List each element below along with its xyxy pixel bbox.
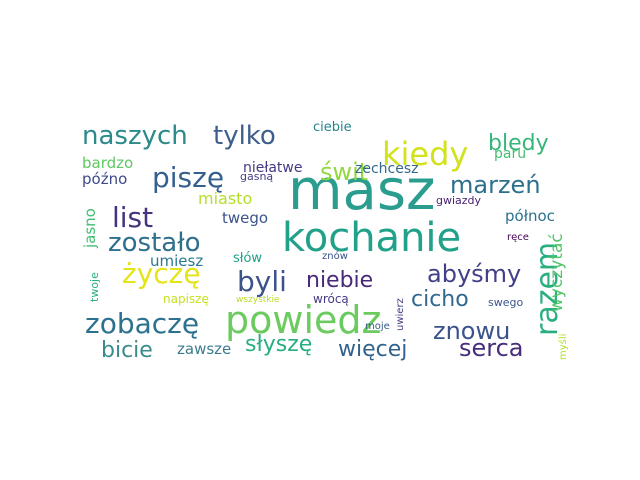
word-20: zobaczę [85,307,199,340]
word-32: miasto [198,189,252,208]
cloud-background [80,115,565,365]
word-39: ręce [507,232,529,243]
word-42: napiszę [163,292,209,306]
word-5: tylko [213,121,276,151]
word-1: kochanie [282,215,461,261]
word-44: wrócą [313,292,349,306]
word-13: zostało [108,228,201,258]
word-22: wyczytać [547,233,567,312]
word-38: słów [233,251,262,266]
word-29: późno [82,170,127,188]
word-35: północ [505,207,555,225]
word-31: gasną [240,170,273,183]
word-8: piszę [152,161,224,194]
word-48: myśli [557,334,569,360]
word-26: więcej [338,337,407,362]
word-41: znów [322,250,348,262]
word-33: twego [222,209,268,227]
word-47: moje [365,321,390,332]
word-36: jasno [81,208,99,249]
word-9: świt [320,158,368,186]
word-18: razem [530,242,565,336]
word-11: marzeń [450,171,541,199]
word-14: życzę [122,257,201,290]
word-23: bicie [101,338,153,363]
word-7: paru [494,146,526,162]
word-16: niebie [306,268,373,293]
word-46: swego [488,296,523,309]
word-30: niełatwe [243,160,303,176]
word-2: powiedz [225,298,381,342]
word-21: znowu [433,317,510,345]
word-17: abyśmy [427,260,521,288]
word-24: zawsze [177,340,231,358]
word-37: umiesz [150,252,203,270]
word-12: list [112,201,153,234]
word-10: zechcesz [355,161,419,177]
word-40: twoje [88,272,101,302]
word-28: bardzo [82,154,133,172]
word-43: wszystkie [236,295,280,305]
word-15: byli [237,265,287,298]
word-19: cicho [411,287,469,312]
word-0: masz [288,158,435,223]
word-6: bledy [488,131,549,156]
word-34: gwiazdy [436,194,482,207]
word-27: serca [459,334,524,362]
word-4: naszych [82,121,188,151]
word-3: kiedy [382,135,468,173]
word-45: uwierz [395,298,406,331]
word-49: ciebie [313,120,352,135]
word-25: słyszę [245,332,312,357]
